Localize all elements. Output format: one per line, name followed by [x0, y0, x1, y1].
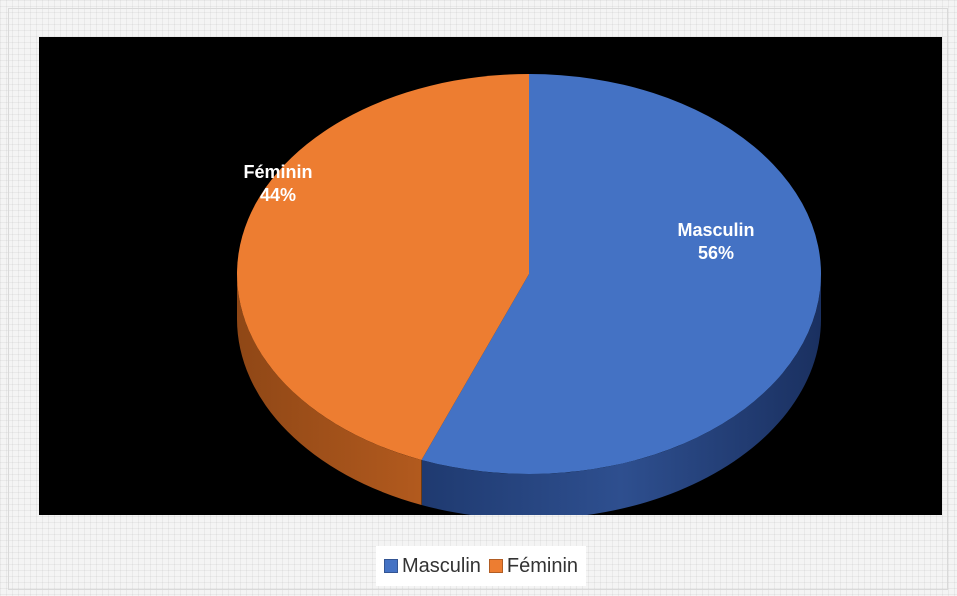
pie-side-masculin	[421, 274, 821, 515]
legend-swatch-masculin	[384, 559, 398, 573]
slice-label-feminin-value: 44%	[259, 185, 297, 205]
legend-item-masculin[interactable]: Masculin	[384, 555, 481, 578]
slice-label-feminin-name: Féminin	[243, 162, 313, 182]
plot-area: Masculin 56% Féminin 44%	[39, 37, 942, 515]
slice-label-masculin-name: Masculin	[677, 220, 755, 240]
legend-label-feminin: Féminin	[506, 554, 579, 577]
legend: Masculin Féminin	[376, 546, 587, 586]
slice-label-masculin: Masculin 56%	[677, 219, 754, 265]
legend-swatch-feminin	[488, 559, 503, 573]
pie-slice-masculin[interactable]	[421, 74, 821, 474]
legend-label-masculin: Masculin	[402, 554, 481, 577]
pie-side-feminin	[236, 274, 422, 505]
pie-slice-feminin[interactable]	[237, 74, 529, 460]
slice-label-feminin: Féminin 44%	[243, 161, 312, 207]
chart-frame	[8, 8, 948, 590]
legend-item-feminin[interactable]: Féminin	[488, 554, 579, 578]
slice-label-masculin-value: 56%	[697, 243, 735, 263]
pie-chart	[236, 74, 821, 515]
